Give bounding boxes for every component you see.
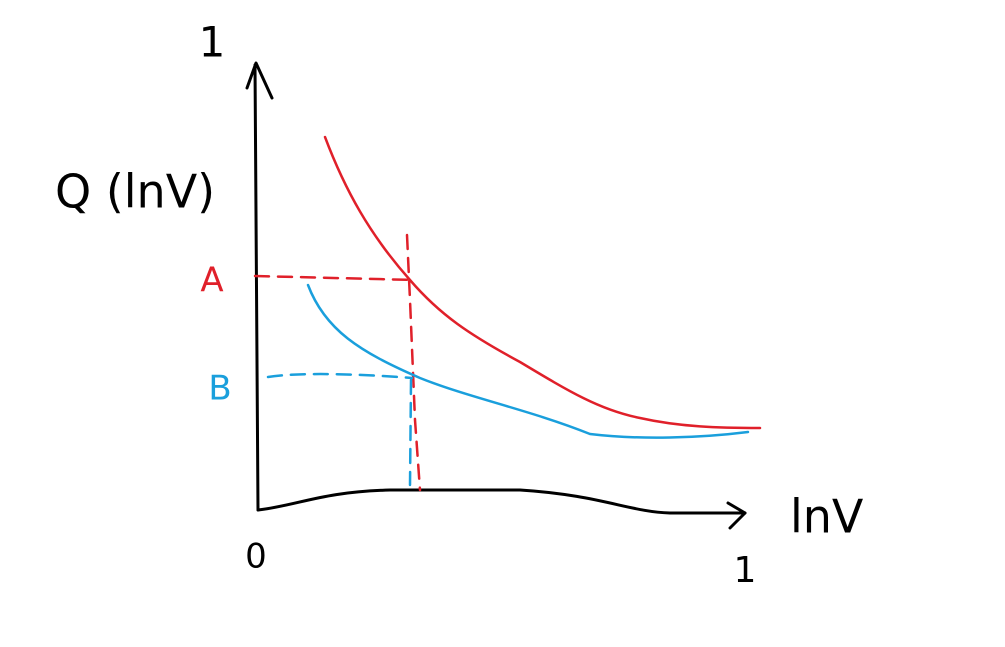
curve-b [306, 283, 750, 439]
guide-a-v [405, 233, 422, 492]
guide-b-h [266, 372, 414, 380]
curve-a-label: A [200, 261, 223, 301]
x-arrow [726, 501, 747, 530]
x-axis-label: lnV [790, 490, 864, 544]
y-arrow [245, 61, 274, 100]
curve-b-label: B [208, 369, 231, 409]
y-end-label: 1 [199, 18, 226, 67]
y-axis-label: Q (lnV) [55, 165, 215, 219]
curve-a [323, 135, 762, 430]
origin-label: 0 [245, 537, 267, 577]
guide-a-h [253, 274, 417, 282]
y-axis [253, 63, 260, 512]
x-axis [256, 488, 747, 515]
guide-b-v [408, 378, 413, 487]
x-end-label: 1 [734, 550, 757, 591]
